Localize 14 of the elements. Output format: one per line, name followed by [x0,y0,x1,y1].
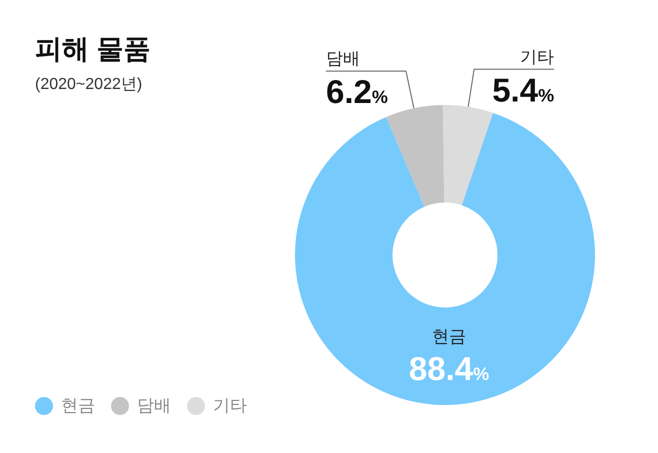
donut-slice [295,112,595,405]
donut-slice [386,105,444,207]
text: (2020~2022년) [35,76,142,93]
chart-title: 피해 물품 [35,34,151,64]
data-label: 6.2% [326,73,388,110]
donut-slice [442,105,493,206]
data-label: 88.4% [408,350,490,388]
slice-label: 담배 [326,49,360,68]
slice-label: 기타 [520,47,554,66]
legend-label: 현금 [61,396,95,415]
slice-label: 현금 [432,327,466,346]
legend-label: 담배 [137,396,171,415]
data-label: 5.4% [492,71,554,108]
legend-label: 기타 [213,396,247,415]
